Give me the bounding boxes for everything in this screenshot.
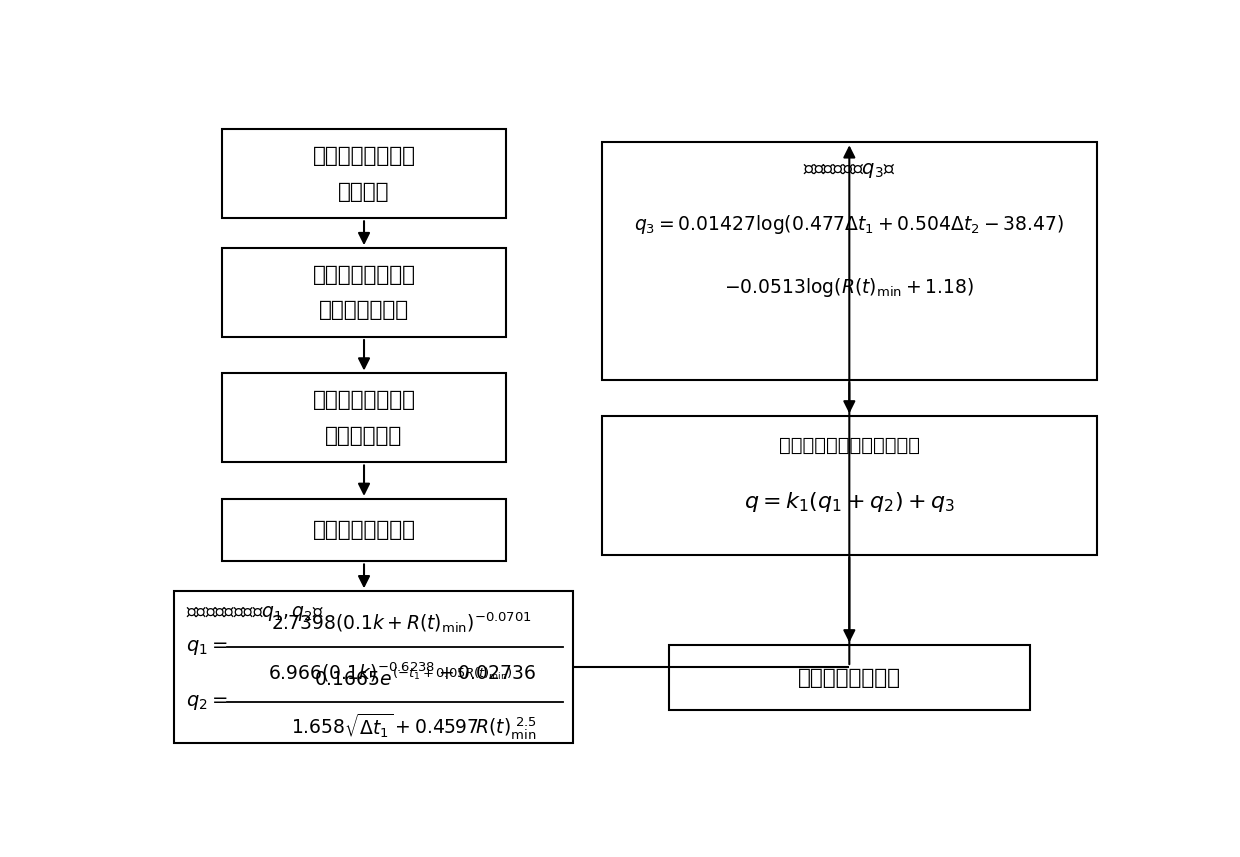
Text: $1.658\sqrt{\Delta t_1}+0.4597R(t)_{\min}^{\ 2.5}$: $1.658\sqrt{\Delta t_1}+0.4597R(t)_{\min… — [290, 712, 537, 742]
FancyBboxPatch shape — [670, 645, 1029, 710]
Text: 计算复合评判因子$q_1,q_2$：: 计算复合评判因子$q_1,q_2$： — [186, 604, 324, 623]
Text: 至待测含水量: 至待测含水量 — [325, 426, 403, 446]
Text: 计算土壤动态电阻评判因数: 计算土壤动态电阻评判因数 — [779, 436, 920, 455]
Text: 测试系统: 测试系统 — [339, 182, 389, 201]
Text: $0.1665e^{(-t_1+0.05R(t)_{\min})}$: $0.1665e^{(-t_1+0.05R(t)_{\min})}$ — [314, 668, 513, 690]
FancyBboxPatch shape — [174, 591, 573, 743]
Text: $2.7398(0.1k+R(t)_{\min})^{-0.0701}$: $2.7398(0.1k+R(t)_{\min})^{-0.0701}$ — [272, 610, 532, 634]
Text: $q=k_1(q_1+q_2)+q_3$: $q=k_1(q_1+q_2)+q_3$ — [744, 490, 955, 514]
Text: $6.966(0.1k)^{-0.6238}+0.02736$: $6.966(0.1k)^{-0.6238}+0.02736$ — [268, 661, 536, 684]
Text: $q_3=0.01427\log(0.477\Delta t_1+0.504\Delta t_2-38.47)$: $q_3=0.01427\log(0.477\Delta t_1+0.504\D… — [635, 213, 1064, 237]
Text: 土壤动态电阻评估: 土壤动态电阻评估 — [797, 668, 900, 687]
FancyBboxPatch shape — [222, 248, 506, 337]
Text: 计算评判余项$q_3$：: 计算评判余项$q_3$： — [804, 161, 895, 180]
Text: 滴灌装置控制土壤: 滴灌装置控制土壤 — [312, 390, 415, 411]
Text: $q_2=$: $q_2=$ — [186, 692, 227, 711]
FancyBboxPatch shape — [222, 129, 506, 219]
Text: 土壤动态电阻测试: 土壤动态电阻测试 — [312, 265, 415, 285]
Text: $q_1=$: $q_1=$ — [186, 638, 227, 656]
Text: $-0.0513\log\!\left(R(t)_{\min}+1.18\right)$: $-0.0513\log\!\left(R(t)_{\min}+1.18\rig… — [724, 276, 975, 299]
FancyBboxPatch shape — [601, 417, 1096, 554]
FancyBboxPatch shape — [222, 374, 506, 463]
Text: 电源加压采集数据: 电源加压采集数据 — [312, 520, 415, 540]
FancyBboxPatch shape — [222, 499, 506, 561]
Text: 搭建土壤动态电阻: 搭建土壤动态电阻 — [312, 146, 415, 166]
Text: 箱填充被测土壤: 箱填充被测土壤 — [319, 300, 409, 321]
FancyBboxPatch shape — [601, 142, 1096, 380]
